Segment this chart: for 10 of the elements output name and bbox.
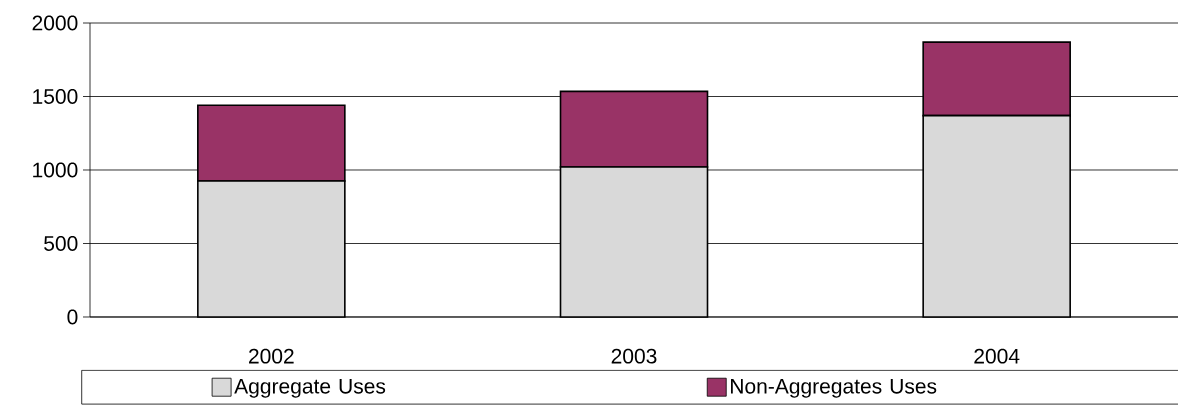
legend-label: Non-Aggregates Uses: [731, 378, 937, 398]
x-tick-label: 2003: [611, 348, 657, 364]
y-tick-label: 1500: [33, 89, 78, 104]
y-tick-label: 1000: [33, 162, 78, 178]
x-tick-label: 2002: [249, 348, 294, 364]
legend-label: Aggregate Uses: [234, 378, 386, 398]
x-tick-label: 2004: [974, 348, 1020, 364]
y-tick-label: 500: [44, 236, 78, 251]
y-tick-label: 0: [67, 309, 78, 325]
y-tick-label: 2000: [32, 15, 78, 31]
